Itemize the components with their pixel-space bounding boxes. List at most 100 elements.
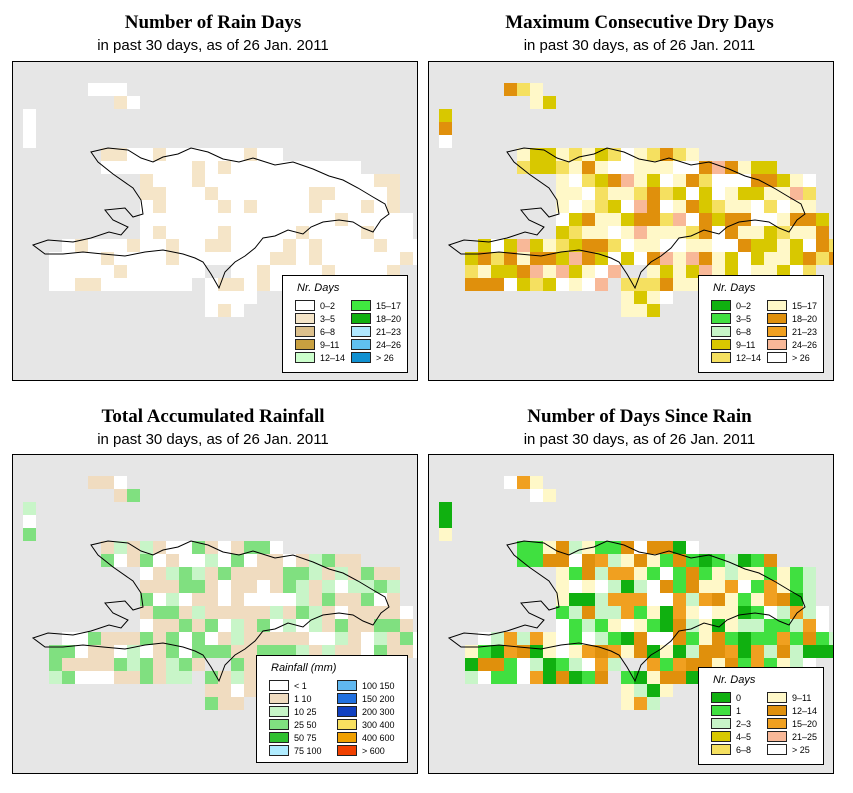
grid-cell	[712, 632, 725, 645]
grid-cell	[530, 278, 543, 291]
panel-title: Maximum Consecutive Dry Days	[505, 12, 774, 33]
grid-cell	[582, 632, 595, 645]
grid-cell	[738, 632, 751, 645]
grid-cell	[400, 606, 413, 619]
legend-swatch	[337, 680, 357, 691]
grid-cell	[738, 593, 751, 606]
grid-cell	[179, 148, 192, 161]
grid-cell	[192, 226, 205, 239]
grid-cell	[387, 580, 400, 593]
grid-cell	[205, 593, 218, 606]
grid-cell	[205, 187, 218, 200]
grid-cell	[166, 187, 179, 200]
grid-cell	[205, 291, 218, 304]
grid-cell	[582, 239, 595, 252]
grid-cell	[803, 200, 816, 213]
grid-cell	[179, 187, 192, 200]
grid-cell	[699, 645, 712, 658]
grid-cell	[283, 645, 296, 658]
grid-cell	[543, 265, 556, 278]
grid-cell	[244, 554, 257, 567]
legend-item: 18–20	[351, 313, 401, 324]
grid-cell	[725, 632, 738, 645]
grid-cell	[270, 265, 283, 278]
legend: Rainfall (mm) < 1 1 10 10 25 25 50 50 75 75 1…	[256, 655, 408, 763]
grid-cell	[335, 213, 348, 226]
grid-cell	[231, 580, 244, 593]
grid-cell	[517, 265, 530, 278]
grid-cell	[790, 645, 803, 658]
grid-cell	[127, 161, 140, 174]
grid-cell	[244, 174, 257, 187]
grid-cell	[803, 174, 816, 187]
grid-cell	[777, 632, 790, 645]
grid-cell	[556, 174, 569, 187]
grid-cell	[231, 554, 244, 567]
grid-cell	[725, 226, 738, 239]
grid-cell	[257, 265, 270, 278]
grid-cell	[556, 619, 569, 632]
grid-cell	[23, 135, 36, 148]
grid-cell	[205, 226, 218, 239]
legend-swatch	[295, 352, 315, 363]
grid-cell	[387, 239, 400, 252]
grid-cell	[595, 213, 608, 226]
grid-cell	[322, 161, 335, 174]
legend-item: 15–20	[767, 718, 817, 729]
grid-cell	[231, 200, 244, 213]
grid-cell	[751, 567, 764, 580]
grid-cell	[192, 265, 205, 278]
grid-cell	[439, 502, 452, 515]
legend-swatch	[269, 680, 289, 691]
grid-cell	[634, 161, 647, 174]
grid-cell	[504, 278, 517, 291]
grid-cell	[517, 148, 530, 161]
grid-cell	[543, 278, 556, 291]
grid-cell	[192, 554, 205, 567]
legend-label: > 600	[362, 745, 385, 756]
grid-cell	[322, 252, 335, 265]
grid-cell	[127, 632, 140, 645]
grid-cell	[387, 187, 400, 200]
grid-cell	[374, 213, 387, 226]
legend-item: 21–23	[767, 326, 817, 337]
panel-title: Number of Days Since Rain	[527, 406, 752, 427]
grid-cell	[114, 96, 127, 109]
legend-item: 300 400	[337, 719, 395, 730]
grid-cell	[634, 174, 647, 187]
grid-cell	[231, 278, 244, 291]
grid-cell	[140, 658, 153, 671]
grid-cell	[712, 187, 725, 200]
grid-cell	[595, 580, 608, 593]
grid-cell	[244, 658, 257, 671]
grid-cell	[699, 632, 712, 645]
grid-cell	[751, 187, 764, 200]
grid-cell	[309, 252, 322, 265]
grid-cell	[751, 554, 764, 567]
grid-cell	[816, 645, 829, 658]
grid-cell	[140, 174, 153, 187]
grid-cell	[348, 580, 361, 593]
grid-cell	[621, 304, 634, 317]
grid-cell	[205, 239, 218, 252]
grid-cell	[647, 684, 660, 697]
grid-cell	[569, 619, 582, 632]
grid-cell	[231, 265, 244, 278]
grid-cell	[569, 187, 582, 200]
grid-cell	[621, 213, 634, 226]
legend-item: 200 300	[337, 706, 395, 717]
grid-cell	[270, 632, 283, 645]
grid-cell	[517, 476, 530, 489]
grid-cell	[621, 606, 634, 619]
grid-cell	[205, 619, 218, 632]
grid-cell	[725, 200, 738, 213]
grid-cell	[218, 304, 231, 317]
legend-item: 3–5	[295, 313, 335, 324]
grid-cell	[335, 593, 348, 606]
grid-cell	[179, 541, 192, 554]
grid-cell	[296, 265, 309, 278]
grid-cell	[101, 541, 114, 554]
island-outline	[447, 147, 806, 290]
grid-cell	[62, 671, 75, 684]
grid-cell	[751, 593, 764, 606]
